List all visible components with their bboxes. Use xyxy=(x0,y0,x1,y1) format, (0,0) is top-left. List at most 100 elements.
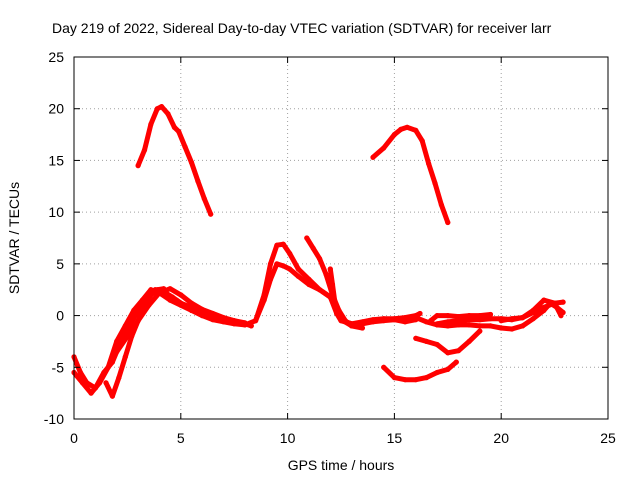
data-point xyxy=(370,154,376,160)
data-point xyxy=(171,124,177,130)
data-point xyxy=(477,317,483,323)
data-point xyxy=(552,300,558,306)
data-point xyxy=(359,319,365,325)
series-layer xyxy=(71,104,566,399)
x-tick-label: 25 xyxy=(600,430,616,446)
data-point xyxy=(295,273,301,279)
data-point xyxy=(135,318,141,324)
y-tick-label: 25 xyxy=(48,49,64,65)
data-point xyxy=(381,364,387,370)
data-point xyxy=(114,338,120,344)
x-tick-label: 0 xyxy=(70,430,78,446)
plot-frame xyxy=(73,56,609,420)
y-tick-label: 20 xyxy=(48,101,64,117)
data-point xyxy=(146,302,152,308)
data-point xyxy=(402,319,408,325)
data-point xyxy=(148,121,154,127)
x-tick-label: 20 xyxy=(493,430,509,446)
data-point xyxy=(445,366,451,372)
x-tick-label: 15 xyxy=(387,430,403,446)
data-point xyxy=(487,316,494,322)
data-point xyxy=(541,297,547,303)
data-point xyxy=(498,325,504,331)
data-point xyxy=(122,354,128,360)
data-point xyxy=(220,319,227,325)
data-point xyxy=(231,321,237,327)
data-point xyxy=(520,315,526,321)
data-point xyxy=(438,202,444,208)
data-point xyxy=(381,316,387,322)
x-tick-label: 5 xyxy=(177,430,185,446)
data-point xyxy=(310,245,316,251)
data-point xyxy=(349,321,355,327)
ticks xyxy=(73,56,609,420)
data-point xyxy=(261,297,267,303)
data-point xyxy=(306,281,312,288)
data-point xyxy=(413,377,419,383)
data-point xyxy=(280,263,286,269)
y-tick-label: -5 xyxy=(52,359,65,375)
data-point xyxy=(466,313,472,319)
data-point xyxy=(477,323,483,329)
data-point xyxy=(287,250,293,257)
data-point xyxy=(359,325,365,331)
y-tick-label: 10 xyxy=(48,204,64,220)
data-point xyxy=(332,297,338,303)
data-point xyxy=(417,310,423,317)
x-tick-label: 10 xyxy=(280,430,296,446)
data-point xyxy=(398,126,404,132)
data-point xyxy=(329,281,336,288)
data-point xyxy=(210,317,216,323)
data-point xyxy=(156,290,162,296)
tick-labels: 0 5 10 15 20 25 -10 -5 0 5 10 15 20 25 xyxy=(44,49,616,446)
data-point xyxy=(445,313,451,319)
data-point xyxy=(391,375,397,381)
data-point xyxy=(317,287,323,293)
x-axis-title: GPS time / hours xyxy=(288,457,395,473)
data-point xyxy=(201,196,207,202)
data-point xyxy=(455,318,462,324)
data-point xyxy=(199,313,205,319)
data-point xyxy=(165,111,171,117)
data-point xyxy=(267,276,274,282)
data-point xyxy=(477,313,483,319)
data-point xyxy=(434,369,440,376)
data-point xyxy=(159,104,165,110)
data-point xyxy=(404,124,410,130)
data-point xyxy=(477,328,483,334)
data-point xyxy=(402,315,408,321)
data-point xyxy=(391,316,397,322)
data-point xyxy=(445,319,451,325)
data-point xyxy=(434,341,440,348)
data-point xyxy=(455,314,462,320)
data-point xyxy=(445,323,451,329)
data-point xyxy=(317,256,323,262)
data-point xyxy=(124,333,130,339)
data-point xyxy=(487,311,494,318)
data-point xyxy=(114,349,120,355)
data-point xyxy=(402,377,408,383)
data-point xyxy=(304,235,310,241)
data-point xyxy=(541,304,547,310)
data-point xyxy=(173,297,180,303)
y-axis-title: SDTVAR / TECUs xyxy=(6,182,22,294)
data-point xyxy=(423,375,429,381)
data-point xyxy=(445,350,451,356)
data-point xyxy=(327,266,333,272)
data-point xyxy=(280,241,286,247)
y-tick-label: 15 xyxy=(48,152,64,168)
data-point xyxy=(188,300,195,306)
data-point xyxy=(88,390,94,396)
data-point xyxy=(413,127,419,133)
data-point xyxy=(97,380,103,386)
data-point xyxy=(210,310,216,317)
data-point xyxy=(434,321,440,327)
data-point xyxy=(253,318,259,324)
data-point xyxy=(141,147,148,153)
data-point xyxy=(466,317,472,323)
data-point xyxy=(338,318,344,324)
chart-title: Day 219 of 2022, Sidereal Day-to-day VTE… xyxy=(52,20,552,36)
data-point xyxy=(105,364,111,370)
data-point xyxy=(509,316,515,322)
